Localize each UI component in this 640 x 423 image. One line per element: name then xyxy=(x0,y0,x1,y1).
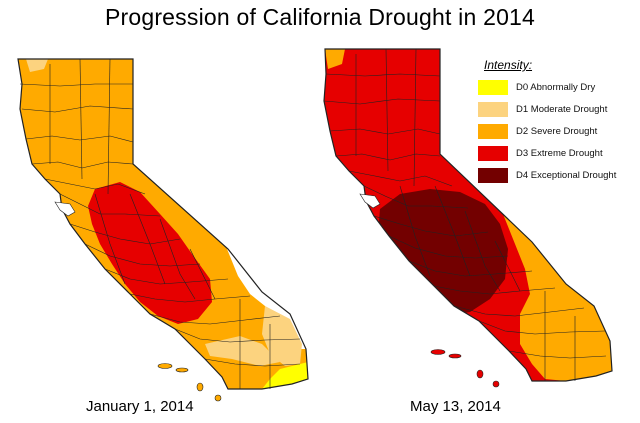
legend-swatch-d3 xyxy=(478,145,508,161)
legend-item-d3: D3 Extreme Drought xyxy=(478,142,628,164)
bay-left xyxy=(54,201,76,217)
legend-item-d0: D0 Abnormally Dry xyxy=(478,76,628,98)
legend-label-d2: D2 Severe Drought xyxy=(516,125,598,137)
legend-item-d2: D2 Severe Drought xyxy=(478,120,628,142)
legend-label-d0: D0 Abnormally Dry xyxy=(516,81,596,93)
legend-swatch-d2 xyxy=(478,123,508,139)
channel-islands-left xyxy=(157,363,222,402)
california-outline-right xyxy=(323,48,613,382)
legend-swatch-d1 xyxy=(478,101,508,117)
legend-label-d1: D1 Moderate Drought xyxy=(516,103,608,115)
map-may xyxy=(320,44,640,404)
d2-southeast-region xyxy=(495,194,612,381)
legend-label-d3: D3 Extreme Drought xyxy=(516,147,603,159)
date-label-january: January 1, 2014 xyxy=(86,398,194,415)
map-title: Progression of California Drought in 201… xyxy=(104,4,536,30)
d3-central-valley-region xyxy=(88,182,212,324)
legend-label-d4: D4 Exceptional Drought xyxy=(516,169,617,181)
d1-desert-region xyxy=(262,306,302,366)
bay-right xyxy=(359,193,381,209)
legend-item-d1: D1 Moderate Drought xyxy=(478,98,628,120)
california-map-may xyxy=(323,48,613,388)
county-lines-right xyxy=(323,48,607,381)
legend-swatch-d0 xyxy=(478,79,508,95)
d1-south-region xyxy=(205,336,280,366)
d2-north-tip-region xyxy=(325,49,345,69)
legend-swatch-d4 xyxy=(478,167,508,183)
california-map-january xyxy=(17,58,309,402)
california-outline-left xyxy=(17,58,309,390)
legend-title: Intensity: xyxy=(484,58,533,72)
d1-north-region xyxy=(26,59,48,72)
date-label-may: May 13, 2014 xyxy=(410,398,501,415)
legend: Intensity: D0 Abnormally Dry D1 Moderate… xyxy=(478,58,628,186)
county-lines-left xyxy=(19,58,301,389)
legend-item-d4: D4 Exceptional Drought xyxy=(478,164,628,186)
channel-islands-right xyxy=(430,349,500,388)
map-january xyxy=(0,44,320,404)
